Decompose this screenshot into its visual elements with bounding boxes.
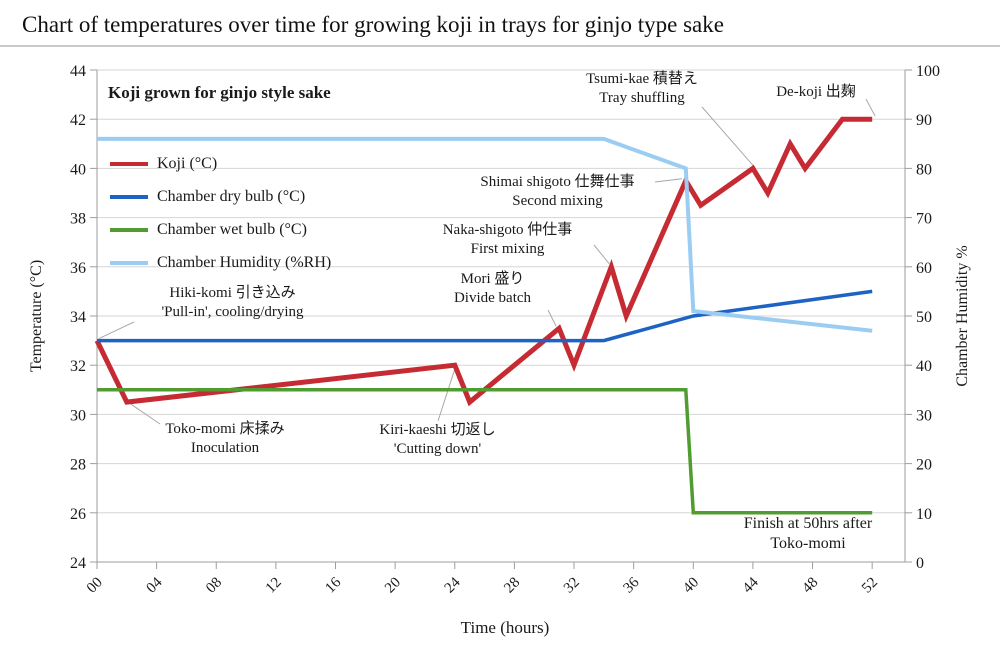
- y-tick-label-right: 90: [916, 112, 932, 129]
- legend-label: Chamber Humidity (%RH): [157, 253, 332, 271]
- annotation-leader-toko-momi: [130, 403, 161, 425]
- y-tick-label-right: 20: [916, 457, 932, 474]
- page-title: Chart of temperatures over time for grow…: [22, 12, 724, 37]
- annotation-line: Hiki-komi 引き込み: [169, 285, 296, 301]
- legend-label: Chamber wet bulb (°C): [157, 220, 307, 238]
- y-tick-label-left: 36: [70, 260, 86, 277]
- y-tick-label-left: 44: [70, 63, 86, 80]
- x-tick-label: 24: [442, 574, 464, 596]
- y-tick-label-left: 42: [70, 112, 86, 129]
- humidity-series-line: [97, 136, 873, 333]
- annotation-leader-hiki-komi: [98, 321, 135, 340]
- koji-line-swatch: [110, 161, 148, 166]
- annotation-line: Toko-momi: [770, 535, 846, 552]
- y-tick-label-right: 30: [916, 407, 932, 424]
- dry-bulb-series-line: [97, 289, 873, 343]
- annotation-finish-note: Finish at 50hrs after Toko-momi: [712, 514, 904, 554]
- annotation-toko-momi: Toko-momi 床揉み Inoculation: [140, 420, 310, 458]
- annotation-line: First mixing: [470, 241, 545, 257]
- legend-item-dry-bulb: Chamber dry bulb (°C): [110, 180, 331, 213]
- legend-item-wet-bulb: Chamber wet bulb (°C): [110, 213, 331, 246]
- annotation-de-koji: De-koji 出麹: [742, 83, 890, 102]
- annotation-hiki-komi: Hiki-komi 引き込み 'Pull-in', cooling/drying: [125, 284, 340, 322]
- annotation-kiri-kaeshi: Kiri-kaeshi 切返し 'Cutting down': [350, 421, 525, 459]
- title-underline: [0, 45, 1000, 47]
- annotation-line: De-koji 出麹: [776, 84, 856, 100]
- y-tick-label-left: 32: [70, 358, 86, 375]
- annotation-line: Naka-shigoto 仲仕事: [442, 222, 573, 238]
- annotation-line: Tray shuffling: [599, 90, 685, 106]
- annotation-line: 'Cutting down': [393, 441, 482, 457]
- annotation-leader-tsumi-kae: [701, 106, 755, 167]
- x-tick-label: 52: [859, 575, 881, 597]
- x-tick-label: 16: [322, 574, 344, 596]
- y-tick-label-right: 10: [916, 506, 932, 523]
- y-tick-label-left: 30: [70, 407, 86, 424]
- y-axis-label-right: Chamber Humidity %: [954, 245, 971, 387]
- wet-bulb-line-swatch: [110, 227, 148, 232]
- annotation-leader-naka-shigoto: [593, 244, 610, 265]
- annotation-leader-shimai-shigoto: [654, 178, 682, 183]
- annotation-line: Mori 盛り: [460, 271, 525, 287]
- legend-item-humidity: Chamber Humidity (%RH): [110, 246, 331, 279]
- y-tick-label-left: 28: [70, 457, 86, 474]
- wet-bulb-series-line: [97, 388, 873, 515]
- x-axis-label: Time (hours): [460, 618, 550, 637]
- y-tick-label-right: 80: [916, 161, 932, 178]
- x-tick-label: 40: [680, 575, 702, 597]
- y-tick-label-left: 38: [70, 211, 86, 228]
- annotation-leader-kiri-kaeshi: [437, 369, 456, 422]
- x-tick-label: 20: [382, 575, 404, 597]
- legend-item-koji: Koji (°C): [110, 147, 331, 180]
- y-tick-label-left: 24: [70, 555, 86, 572]
- annotation-line: 'Pull-in', cooling/drying: [161, 304, 304, 320]
- humidity-line-swatch: [110, 260, 148, 265]
- koji-series-line: [94, 116, 873, 407]
- annotation-naka-shigoto: Naka-shigoto 仲仕事 First mixing: [420, 221, 595, 259]
- annotation-line: Inoculation: [190, 440, 260, 456]
- x-tick-label: 12: [263, 575, 285, 597]
- annotation-shimai-shigoto: Shimai shigoto 仕舞仕事 Second mixing: [455, 173, 660, 211]
- x-tick-label: 28: [501, 575, 523, 597]
- x-tick-label: 04: [144, 574, 166, 596]
- annotation-line: Divide batch: [453, 290, 532, 306]
- annotation-line: Finish at 50hrs after: [743, 515, 873, 532]
- y-axis-label-left: Temperature (°C): [28, 259, 45, 373]
- y-tick-label-right: 70: [916, 211, 932, 228]
- y-tick-label-right: 0: [916, 555, 924, 572]
- annotation-line: Second mixing: [512, 193, 603, 209]
- y-tick-label-right: 100: [916, 63, 940, 80]
- y-tick-label-right: 60: [916, 260, 932, 277]
- annotation-line: Tsumi-kae 積替え: [586, 71, 698, 87]
- annotation-leader-de-koji: [865, 98, 876, 117]
- y-tick-label-left: 34: [70, 309, 86, 326]
- legend: Koji (°C) Chamber dry bulb (°C) Chamber …: [110, 147, 331, 279]
- annotation-tsumi-kae: Tsumi-kae 積替え Tray shuffling: [558, 70, 726, 108]
- x-tick-label: 44: [740, 574, 762, 596]
- x-tick-label: 08: [203, 575, 225, 597]
- x-tick-label: 00: [84, 575, 106, 597]
- y-tick-label-left: 40: [70, 161, 86, 178]
- legend-label: Chamber dry bulb (°C): [157, 187, 306, 205]
- y-tick-label-left: 26: [70, 506, 86, 523]
- x-tick-label: 36: [621, 574, 643, 596]
- y-tick-label-right: 40: [916, 358, 932, 375]
- x-tick-label: 48: [799, 575, 821, 597]
- annotation-mori: Mori 盛り Divide batch: [425, 270, 560, 308]
- dry-bulb-line-swatch: [110, 194, 148, 199]
- annotation-line: Kiri-kaeshi 切返し: [379, 422, 496, 438]
- annotation-line: Shimai shigoto 仕舞仕事: [480, 174, 635, 190]
- annotation-line: Toko-momi 床揉み: [165, 421, 285, 437]
- legend-label: Koji (°C): [157, 154, 218, 172]
- chart-inner-title: Koji grown for ginjo style sake: [108, 83, 331, 102]
- x-tick-label: 32: [561, 575, 583, 597]
- annotation-leader-mori: [547, 309, 557, 327]
- y-tick-label-right: 50: [916, 309, 932, 326]
